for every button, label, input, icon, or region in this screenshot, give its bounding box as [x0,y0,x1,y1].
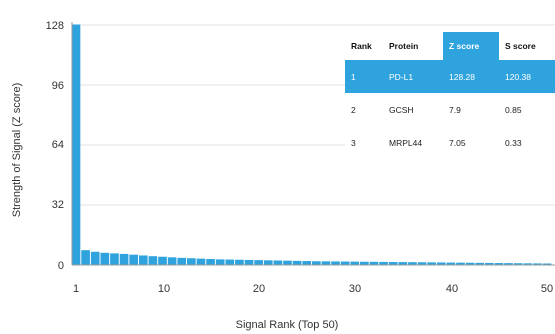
bar-rank-46 [504,263,513,265]
bar-rank-8 [138,255,148,265]
cell-rank: 3 [351,137,356,148]
bar-rank-19 [244,259,254,265]
bar-rank-28 [331,261,340,265]
bar-rank-29 [340,261,350,265]
y-axis-title: Strength of Signal (Z score) [11,83,23,218]
bar-rank-39 [436,262,446,265]
bar-rank-37 [417,262,427,265]
cell-z-score: 7.9 [449,104,461,115]
bar-rank-7 [129,254,138,265]
bar-rank-22 [273,260,283,265]
cell-protein: GCSH [389,104,414,115]
x-tick-label: 10 [158,283,170,295]
bar-rank-14 [196,258,206,265]
cell-rank: 2 [351,104,356,115]
bar-rank-41 [456,262,465,265]
cell-protein: PD-L1 [383,60,443,93]
bar-rank-18 [235,259,244,265]
x-tick-label: 1 [73,283,79,295]
bar-rank-12 [177,257,187,265]
header-z-score: Z score [443,32,499,60]
bar-rank-5 [110,253,119,265]
cell-z-score: 128.28 [443,60,499,93]
bar-rank-30 [350,261,360,265]
bar-rank-3 [90,251,100,265]
table-header-row: Rank Protein Z score S score [345,32,555,60]
bar-rank-20 [254,260,263,265]
y-tick-label: 0 [58,260,64,272]
cell-z-score: 7.05 [449,137,466,148]
bar-rank-16 [215,259,225,265]
y-tick-label: 64 [52,139,64,151]
bar-rank-33 [379,261,388,265]
y-tick-label: 128 [46,20,64,32]
x-tick-label: 30 [349,283,361,295]
header-s-score: S score [505,41,536,51]
cell-s-score: 0.33 [505,137,522,148]
bar-rank-44 [485,262,494,265]
bar-rank-23 [283,260,292,265]
cell-protein: MRPL44 [389,137,423,148]
bar-rank-49 [533,263,542,265]
bar-rank-47 [513,263,523,265]
bar-rank-2 [81,250,90,265]
bar-rank-45 [494,263,504,265]
cell-rank: 1 [345,60,383,93]
bar-rank-50 [542,263,552,265]
table-row: 2 GCSH 7.9 0.85 [345,93,555,126]
bar-rank-42 [465,262,475,265]
bar-rank-10 [158,256,167,265]
bar-rank-6 [119,253,129,265]
bar-rank-36 [408,262,417,265]
bar-rank-25 [302,261,312,265]
bar-rank-1 [71,24,81,265]
y-tick-label: 96 [52,80,64,92]
bars [71,24,552,265]
bar-rank-4 [100,252,110,265]
bar-rank-11 [167,257,177,265]
bar-rank-13 [187,258,196,265]
bar-rank-34 [388,262,398,265]
bar-rank-32 [369,261,379,265]
bar-rank-35 [398,262,408,265]
bar-rank-27 [321,261,331,265]
top-signals-table: Rank Protein Z score S score 1 PD-L1 128… [345,32,555,159]
header-rank: Rank [351,41,372,51]
header-protein: Protein [389,41,419,51]
bar-rank-21 [263,260,273,265]
x-axis-title: Signal Rank (Top 50) [236,319,339,331]
x-tick-label: 50 [541,283,553,295]
bar-rank-43 [475,262,485,265]
table-row: 1 PD-L1 128.28 120.38 [345,60,555,93]
y-tick-label: 32 [52,199,64,211]
bar-rank-40 [446,262,456,265]
bar-rank-48 [523,263,533,265]
bar-rank-38 [427,262,436,265]
bar-rank-26 [311,261,321,265]
bar-rank-31 [360,261,369,265]
bar-rank-9 [148,256,158,265]
cell-s-score: 120.38 [499,60,555,93]
table-row: 3 MRPL44 7.05 0.33 [345,126,555,159]
bar-rank-24 [292,260,302,265]
bar-rank-15 [206,259,215,265]
x-tick-label: 20 [253,283,265,295]
bar-rank-17 [225,259,235,265]
cell-s-score: 0.85 [505,104,522,115]
x-tick-label: 40 [446,283,458,295]
